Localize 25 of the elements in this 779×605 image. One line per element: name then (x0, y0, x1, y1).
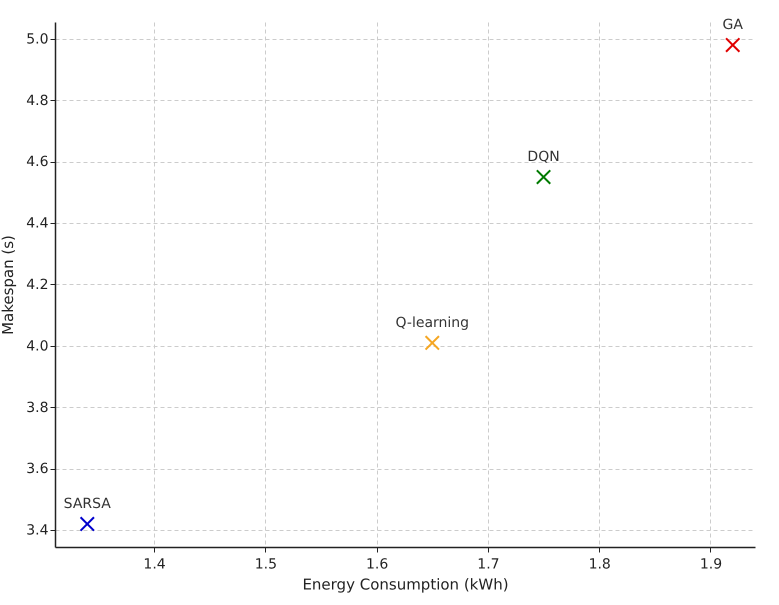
x-tick-label: 1.9 (700, 556, 722, 572)
x-tick-label: 1.8 (588, 556, 611, 572)
y-tick-label: 5.0 (26, 31, 48, 48)
point (536, 169, 552, 185)
y-tick-label: 4.4 (26, 216, 49, 232)
x-tick-label: 1.4 (143, 556, 166, 572)
y-tick-label: 3.6 (26, 461, 49, 478)
y-tick-label: 4.0 (26, 338, 48, 354)
series-label: Q-learning (395, 314, 470, 331)
x-tick-label: 1.7 (477, 556, 500, 572)
y-tick-label: 4.2 (26, 277, 48, 293)
x-tick-label: 1.5 (254, 556, 277, 572)
point (424, 335, 440, 351)
x-tick-label: 1.6 (366, 556, 388, 572)
point (80, 516, 95, 532)
x-axis-title: Energy Consumption (kWh) (302, 576, 509, 594)
series-label: DQN (527, 149, 560, 166)
y-tick-label: 4.8 (26, 92, 48, 109)
y-axis-title: Makespan (s) (0, 235, 18, 335)
point (725, 37, 740, 53)
series-label: SARSA (64, 496, 112, 512)
y-tick-label: 3.8 (26, 400, 48, 416)
y-tick-label: 3.4 (26, 522, 49, 539)
y-tick-label: 4.6 (26, 154, 49, 170)
series-label: GA (722, 17, 744, 34)
